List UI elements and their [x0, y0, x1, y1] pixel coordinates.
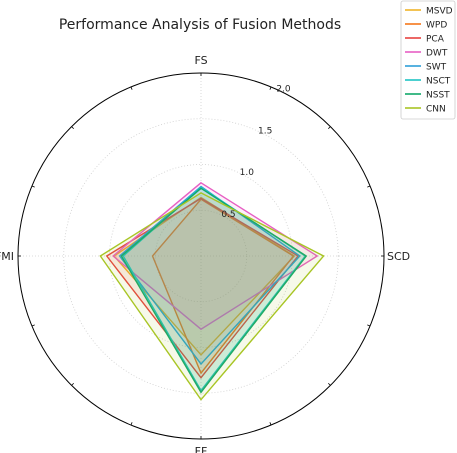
- radar-series: [99, 181, 325, 401]
- grid-circle: [154, 209, 248, 303]
- legend-box: [400, 0, 456, 120]
- frame-tick: [31, 324, 35, 327]
- radial-tick-label: 1.0: [240, 168, 255, 178]
- series-pca: [105, 197, 300, 379]
- series-wpd: [151, 198, 295, 375]
- legend-label-nsct: NSCT: [426, 77, 451, 87]
- chart-title: Performance Analysis of Fusion Methods: [59, 17, 341, 33]
- frame-tick: [327, 126, 331, 130]
- radar-labels: FS SCD FF FMI 0.5 1.0 1.5 2.0: [0, 54, 410, 453]
- series-swt: [118, 185, 301, 366]
- frame-tick: [367, 185, 371, 188]
- legend-label-dwt: DWT: [426, 49, 448, 59]
- frame-tick: [71, 126, 75, 130]
- legend-label-cnn: CNN: [426, 105, 446, 115]
- radial-tick-label: 1.5: [258, 126, 272, 136]
- axis-label-ff: FF: [195, 445, 208, 453]
- frame-tick: [367, 324, 371, 327]
- frame-tick: [130, 422, 133, 426]
- frame-tick: [269, 422, 272, 426]
- axis-label-scd: SCD: [387, 250, 410, 263]
- legend: MSVD WPD PCA DWT SWT NSCT NSST CNN: [400, 0, 456, 120]
- legend-label-pca: PCA: [426, 35, 445, 45]
- radial-tick-label: 2.0: [276, 84, 291, 94]
- legend-label-msvd: MSVD: [426, 7, 453, 17]
- frame-tick: [269, 86, 272, 90]
- series-cnn: [99, 192, 325, 401]
- frame-tick: [130, 86, 133, 90]
- grid-circle: [63, 118, 339, 394]
- radial-tick-label: 0.5: [221, 210, 235, 220]
- axis-label-fs: FS: [194, 54, 207, 67]
- frame-tick: [71, 382, 75, 386]
- frame-tick: [31, 185, 35, 188]
- series-nsst: [120, 187, 308, 394]
- frame-tick: [327, 382, 331, 386]
- legend-label-nsst: NSST: [426, 91, 450, 101]
- axis-label-fmi: FMI: [0, 250, 14, 263]
- legend-label-wpd: WPD: [426, 21, 447, 31]
- legend-label-swt: SWT: [426, 63, 447, 73]
